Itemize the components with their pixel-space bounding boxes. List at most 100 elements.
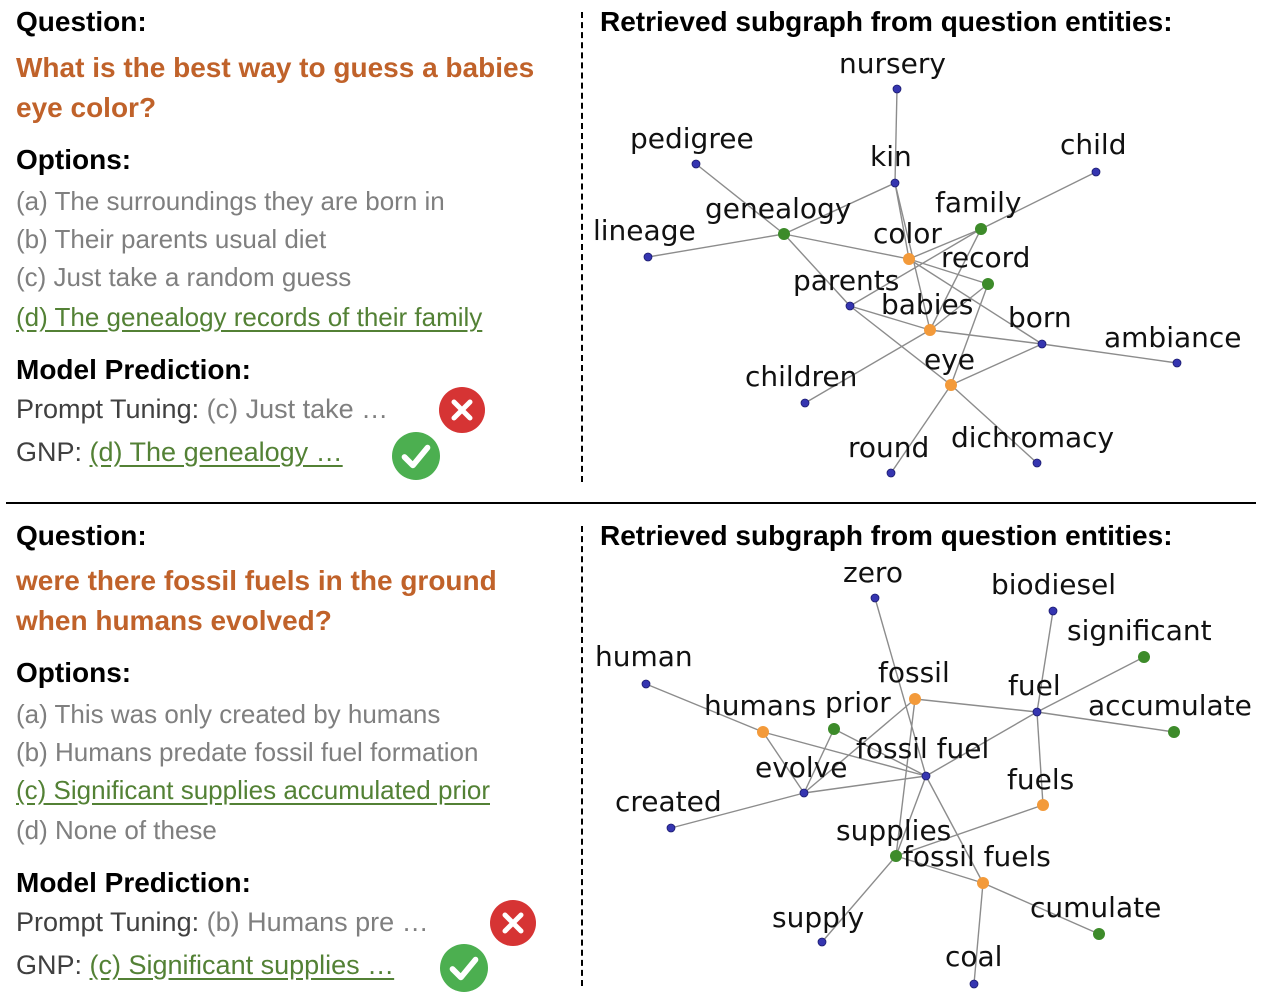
model-name: GNP: (16, 437, 83, 467)
question-text: What is the best way to guess a babies e… (16, 52, 535, 123)
edge-supplies-supply (821, 855, 897, 943)
node-nursery (892, 84, 902, 94)
edge-humans-evolve (762, 731, 805, 794)
graph-title: Retrieved subgraph from question entitie… (600, 6, 1173, 37)
edge-fuel-fossil_fuel (925, 711, 1038, 777)
node-label-evolve: evolve (755, 751, 848, 784)
node-label-kin: kin (870, 140, 912, 173)
edge-significant-fuel (1036, 656, 1145, 713)
node-label-fossil-fuels: fossil fuels (903, 840, 1051, 873)
example-panel-1: Question: What is the best way to guess … (0, 0, 1262, 497)
node-label-prior: prior (825, 686, 891, 719)
edges (647, 88, 1178, 474)
node-label-round: round (848, 431, 929, 464)
option-c-correct: (c) Significant supplies accumulated pri… (16, 775, 490, 805)
prediction-prompt-tuning: Prompt Tuning: (b) Humans pre … (16, 907, 429, 938)
node-coal (969, 979, 979, 989)
node-lineage (643, 252, 653, 262)
node-babies (924, 324, 936, 336)
edge-fossil_fuel-supplies (895, 775, 927, 857)
node-record (982, 278, 994, 290)
option-a: (a) This was only created by humans (16, 699, 441, 729)
edge-fossil-evolve (803, 698, 916, 794)
check-icon (440, 944, 488, 992)
node-color (903, 253, 915, 265)
edge-family-color (908, 228, 982, 260)
node-label-coal: coal (945, 940, 1002, 973)
node-fossil-fuels (977, 877, 989, 889)
edge-evolve-created (670, 792, 805, 829)
node-label-dichromacy: dichromacy (951, 421, 1114, 454)
prediction-prompt-tuning: Prompt Tuning: (c) Just take … (16, 394, 388, 425)
node-round (886, 468, 896, 478)
edge-child-family (980, 171, 1097, 230)
edge-genealogy-parents (783, 233, 851, 307)
node-ambiance (1172, 358, 1182, 368)
predicted-answer: (b) Humans pre … (206, 907, 429, 937)
edge-family-parents (849, 228, 982, 307)
option-d: (d) None of these (16, 815, 217, 845)
node-human (641, 679, 651, 689)
node-born (1037, 339, 1047, 349)
edge-color-record (908, 258, 989, 285)
predicted-answer: (d) The genealogy … (89, 437, 343, 467)
options-label: Options: (16, 657, 132, 688)
edge-fossil_fuels-coal (973, 882, 984, 985)
node-fuels (1037, 799, 1049, 811)
options-label: Options: (16, 144, 132, 175)
model-name: Prompt Tuning: (16, 907, 200, 937)
edge-human-humans (645, 683, 764, 733)
subgraph: zero biodiesel significant human fossil fuel h… (595, 556, 1252, 989)
edge-supplies-fuels (895, 804, 1044, 857)
edge-born-ambiance (1041, 343, 1178, 364)
example-panel-2: Question: were there fossil fuels in the… (0, 500, 1262, 997)
node-genealogy (778, 228, 790, 240)
edge-zero-fossil_fuel (874, 597, 927, 777)
nodes (643, 84, 1182, 478)
option-a: (a) The surroundings they are born in (16, 186, 445, 216)
edge-record-babies (929, 283, 989, 331)
node-significant (1138, 651, 1150, 663)
edge-nursery-kin (894, 88, 898, 184)
node-label-cumulate: cumulate (1030, 891, 1161, 924)
edge-parents-babies (849, 305, 931, 331)
nodes (641, 593, 1180, 989)
node-label-fuels: fuels (1007, 763, 1074, 796)
predicted-answer: (c) Significant supplies … (89, 950, 395, 980)
panel-separator (6, 502, 1256, 504)
node-fossil (909, 693, 921, 705)
node-created (666, 823, 676, 833)
node-evolve (799, 788, 809, 798)
node-label-lineage: lineage (593, 214, 696, 247)
edge-babies-children (804, 329, 931, 404)
node-parents (845, 301, 855, 311)
divider-dashed (581, 12, 583, 482)
node-label-accumulate: accumulate (1088, 689, 1252, 722)
edge-fuel-accumulate (1036, 711, 1175, 733)
node-children (800, 398, 810, 408)
edge-lineage-genealogy (647, 233, 785, 258)
model-name: Prompt Tuning: (16, 394, 200, 424)
edge-family-babies (929, 228, 982, 331)
node-label-pedigree: pedigree (630, 122, 754, 155)
node-label-record: record (941, 241, 1030, 274)
node-accumulate (1168, 726, 1180, 738)
node-labels: nursery pedigree kin child lineage genealogy f… (593, 47, 1242, 464)
edge-babies-born (929, 329, 1043, 345)
graph-title: Retrieved subgraph from question entitie… (600, 520, 1173, 551)
edge-color-born (908, 258, 1043, 345)
edge-fossil-fuel (914, 698, 1038, 713)
node-label-biodiesel: biodiesel (991, 568, 1116, 601)
prediction-gnp: GNP: (c) Significant supplies … (16, 950, 394, 981)
node-label-human: human (595, 640, 693, 673)
node-prior (828, 723, 840, 735)
edge-parents-eye (849, 305, 952, 386)
node-eye (945, 379, 957, 391)
node-supply (817, 937, 827, 947)
node-label-child: child (1060, 128, 1126, 161)
question-label: Question: (16, 6, 147, 37)
node-label-genealogy: genealogy (705, 192, 851, 225)
node-cumulate (1093, 928, 1105, 940)
edge-humans-fossil_fuel (762, 731, 927, 777)
wrong-icon (439, 387, 485, 433)
